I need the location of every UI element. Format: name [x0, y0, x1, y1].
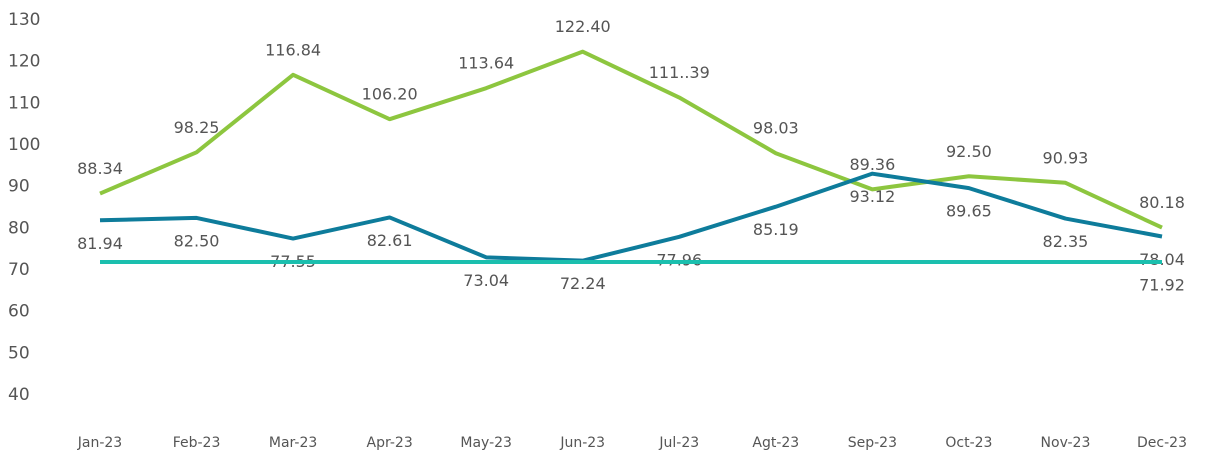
data-label: 89.65: [946, 202, 992, 221]
y-tick-label: 90: [8, 177, 30, 197]
data-label: 78.04: [1139, 250, 1185, 269]
data-label: 88.34: [77, 159, 123, 178]
data-label: 73.04: [463, 271, 509, 290]
series-line: [99, 171, 1163, 263]
x-tick-label: Agt-23: [752, 435, 799, 451]
data-label: 71.92: [1139, 276, 1185, 295]
x-tick-label: Jul-23: [658, 435, 699, 451]
y-tick-label: 70: [8, 260, 30, 280]
data-label: 98.25: [174, 118, 220, 137]
x-tick-label: May-23: [460, 435, 512, 451]
data-label: 82.35: [1043, 232, 1089, 251]
data-label: 113.64: [458, 54, 514, 73]
data-label: 116.84: [265, 40, 321, 59]
x-tick-label: Feb-23: [173, 435, 221, 451]
data-label: 106.20: [362, 85, 418, 104]
y-tick-label: 110: [8, 93, 40, 113]
y-tick-label: 60: [8, 302, 30, 322]
data-label: 82.61: [367, 231, 413, 250]
series-line: [99, 49, 1163, 230]
y-tick-label: 80: [8, 218, 30, 238]
x-tick-label: Oct-23: [945, 435, 992, 451]
data-label: 77.96: [656, 250, 702, 269]
data-label: 92.50: [946, 142, 992, 161]
x-tick-label: Mar-23: [269, 435, 317, 451]
y-tick-label: 120: [8, 52, 40, 72]
data-label: 98.03: [753, 119, 799, 138]
y-tick-label: 50: [8, 343, 30, 363]
y-tick-label: 130: [8, 10, 40, 30]
x-tick-label: Nov-23: [1041, 435, 1091, 451]
data-label: 81.94: [77, 234, 123, 253]
x-tick-label: Dec-23: [1137, 435, 1187, 451]
x-tick-label: Sep-23: [848, 435, 897, 451]
data-label: 111..39: [649, 63, 710, 82]
data-label: 82.50: [174, 231, 220, 250]
y-tick-label: 40: [8, 385, 30, 405]
data-label: 89.36: [849, 155, 895, 174]
x-tick-label: Jan-23: [77, 435, 122, 451]
y-tick-label: 100: [8, 135, 40, 155]
data-label: 80.18: [1139, 193, 1185, 212]
x-tick-label: Jun-23: [559, 435, 605, 451]
data-label: 122.40: [555, 17, 611, 36]
data-label: 72.24: [560, 274, 606, 293]
data-label: 85.19: [753, 220, 799, 239]
x-tick-label: Apr-23: [367, 435, 413, 451]
data-label: 90.93: [1043, 148, 1089, 167]
data-label: 93.12: [849, 187, 895, 206]
